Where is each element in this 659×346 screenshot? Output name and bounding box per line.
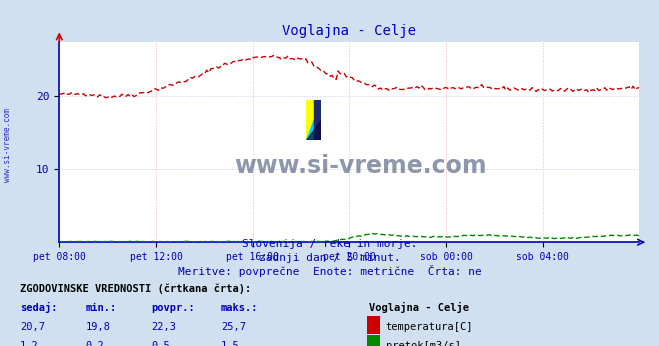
Text: 1,2: 1,2 (20, 342, 38, 346)
Text: povpr.:: povpr.: (152, 303, 195, 313)
Text: sedaj:: sedaj: (20, 302, 57, 313)
Text: zadnji dan / 5 minut.: zadnji dan / 5 minut. (258, 253, 401, 263)
Text: 22,3: 22,3 (152, 322, 177, 333)
Polygon shape (306, 100, 321, 140)
Text: maks.:: maks.: (221, 303, 258, 313)
Text: 20,7: 20,7 (20, 322, 45, 333)
Polygon shape (306, 120, 321, 140)
Text: 19,8: 19,8 (86, 322, 111, 333)
Polygon shape (314, 100, 321, 140)
Text: ZGODOVINSKE VREDNOSTI (črtkana črta):: ZGODOVINSKE VREDNOSTI (črtkana črta): (20, 284, 251, 294)
Text: 0,2: 0,2 (86, 342, 104, 346)
Text: 1,5: 1,5 (221, 342, 239, 346)
Polygon shape (306, 100, 321, 140)
Text: Slovenija / reke in morje.: Slovenija / reke in morje. (242, 239, 417, 249)
Text: www.si-vreme.com: www.si-vreme.com (3, 108, 13, 182)
Text: Voglajna - Celje: Voglajna - Celje (369, 302, 469, 313)
Text: www.si-vreme.com: www.si-vreme.com (235, 154, 487, 178)
Text: pretok[m3/s]: pretok[m3/s] (386, 342, 461, 346)
Text: 0,5: 0,5 (152, 342, 170, 346)
Text: temperatura[C]: temperatura[C] (386, 322, 473, 333)
Text: 25,7: 25,7 (221, 322, 246, 333)
Title: Voglajna - Celje: Voglajna - Celje (282, 24, 416, 38)
Text: min.:: min.: (86, 303, 117, 313)
Text: Meritve: povprečne  Enote: metrične  Črta: ne: Meritve: povprečne Enote: metrične Črta:… (178, 265, 481, 277)
